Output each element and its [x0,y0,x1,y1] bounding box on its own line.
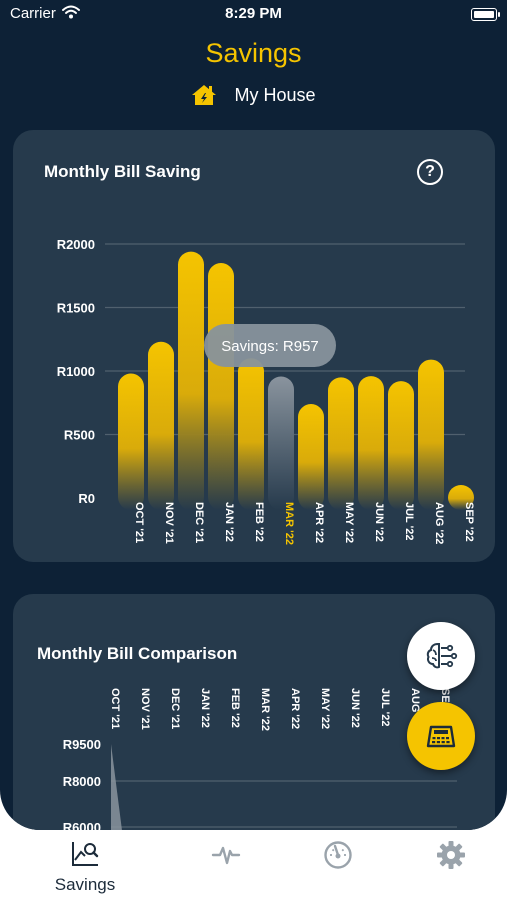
bar-7 [328,377,354,510]
x-tick-label: JAN '22 [223,502,235,542]
bar-1 [148,341,174,510]
page-title: Savings [205,38,302,68]
x-tick-label: JUN '22 [349,688,361,728]
tab-savings-label: Savings [54,875,116,894]
bar-9 [388,381,414,510]
x-tick-label: FEB '22 [253,502,265,542]
x-tick-label: OCT '21 [133,502,145,543]
tooltip-text: Savings: R957 [221,338,319,355]
x-tick-label: JUN '22 [373,502,385,542]
brain-circuit-icon [426,643,458,669]
saving-card-title: Monthly Bill Saving [44,162,201,181]
bar-6 [298,404,324,510]
bar-0 [118,373,144,510]
house-icon [192,85,217,106]
x-tick-label: NOV '21 [139,688,151,730]
x-tick-label: AUG '22 [433,502,445,544]
bill-calculator-button[interactable] [407,702,475,770]
calculator-icon [426,725,456,748]
tab-activity[interactable] [186,840,266,873]
comparison-card-title: Monthly Bill Comparison [37,644,238,663]
wifi-icon [62,5,80,19]
tab-bar: Savings [0,830,507,900]
y-tick-label: R1000 [57,364,95,379]
x-tick-label: JUL '22 [403,502,415,541]
bar-8 [358,376,384,510]
x-tick-label: APR '22 [313,502,325,543]
x-tick-label: MAR '22 [259,688,271,731]
tab-meter[interactable] [298,840,378,875]
bar-2 [178,251,204,510]
bar-11 [448,485,474,510]
saving-bar-chart[interactable]: R0 R500 R1000 R1500 R2000 OCT '21 NOV '21 DEC '… [13,130,495,562]
x-tick-label: DEC '21 [169,688,181,729]
x-tick-label: NOV '21 [163,502,175,544]
house-selector[interactable]: My House [0,84,507,106]
y-tick-label: R2000 [57,237,95,252]
monthly-bill-saving-card: Monthly Bill Saving ? R0 R500 R1000 R1500 R2… [13,130,495,562]
x-tick-label: SEP '22 [463,502,475,542]
x-tick-label: APR '22 [289,688,301,729]
y-tick-label: R500 [64,428,95,443]
comparison-area [111,744,122,830]
y-tick-label: R8000 [63,774,101,789]
tooltip-bg [204,324,336,367]
battery-icon [471,8,500,21]
x-tick-label: JUL '22 [379,688,391,727]
x-tick-label: MAY '22 [343,502,355,543]
tab-settings[interactable] [411,840,491,875]
y-tick-label: R1500 [57,301,95,316]
gauge-icon [324,841,352,869]
y-tick-label: R9500 [63,737,101,752]
gear-icon [437,841,465,869]
savings-tooltip: Savings: R957 [204,324,336,367]
status-bar: Carrier 8:29 PM [0,0,507,30]
x-tick-label: OCT '21 [109,688,121,729]
x-tick-label: MAR '22 [283,502,295,545]
clock-time: 8:29 PM [225,5,282,22]
bar-3 [208,263,234,510]
bar-5 [268,376,294,510]
chart-search-icon [72,842,99,866]
ai-insights-button[interactable] [407,622,475,690]
app-screen: Carrier 8:29 PM Savings My House Monthly… [0,0,507,830]
house-name: My House [234,84,316,105]
help-icon[interactable]: ? [417,159,443,185]
activity-icon [211,846,241,865]
carrier-label: Carrier [10,5,56,22]
x-tick-label: DEC '21 [193,502,205,543]
x-tick-label: FEB '22 [229,688,241,728]
x-tick-label: JAN '22 [199,688,211,728]
y-tick-label: R6000 [63,820,101,830]
bar-10 [418,359,444,510]
tab-savings[interactable]: Savings [45,840,125,895]
y-tick-label: R0 [78,491,95,506]
x-tick-label: MAY '22 [319,688,331,729]
bar-4 [238,358,264,510]
